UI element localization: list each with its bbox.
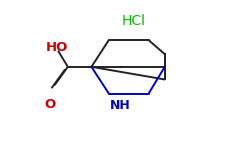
Text: NH: NH bbox=[110, 99, 130, 112]
Text: O: O bbox=[45, 98, 56, 111]
Text: HO: HO bbox=[46, 41, 68, 54]
Text: HCl: HCl bbox=[122, 14, 146, 28]
